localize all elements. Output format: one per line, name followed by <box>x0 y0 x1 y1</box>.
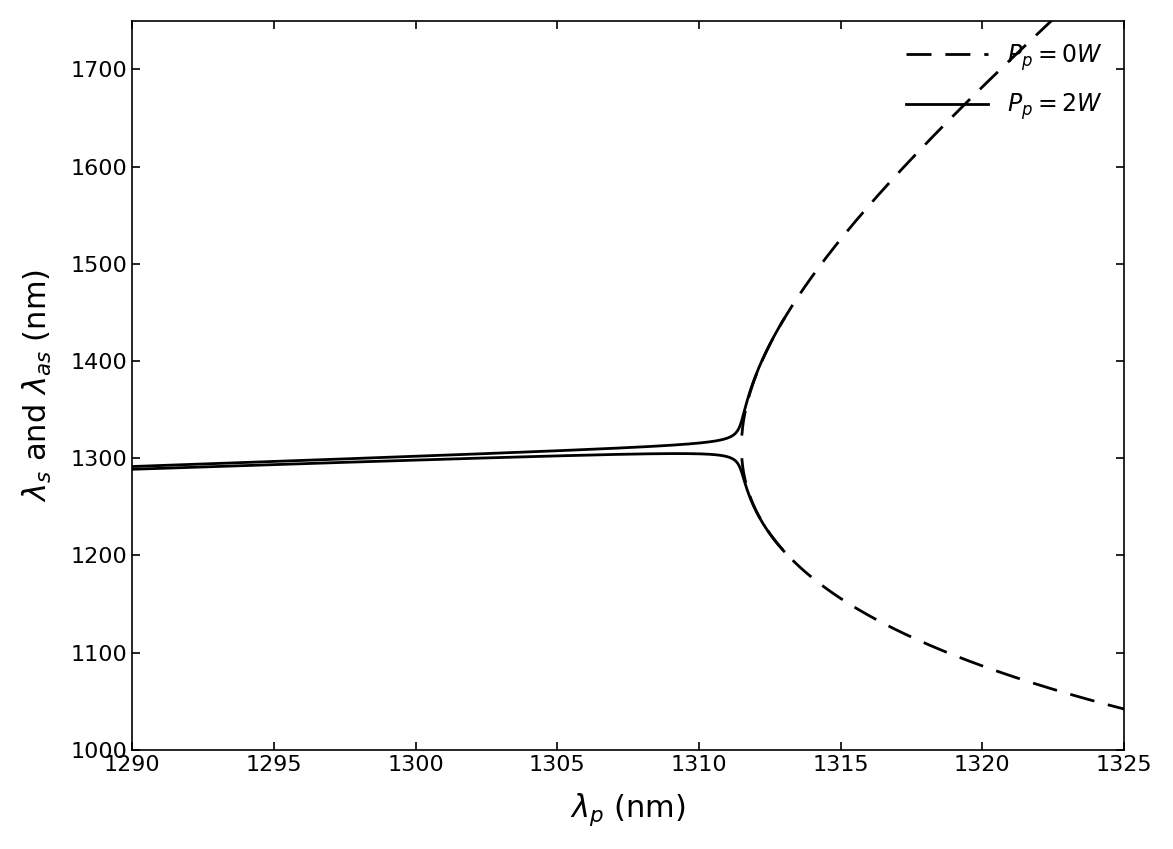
Legend: $P_p=0W$, $P_p=2W$: $P_p=0W$, $P_p=2W$ <box>896 32 1112 132</box>
Y-axis label: $\lambda_s$ and $\lambda_{as}$ (nm): $\lambda_s$ and $\lambda_{as}$ (nm) <box>21 269 54 502</box>
X-axis label: $\lambda_p$ (nm): $\lambda_p$ (nm) <box>570 791 686 828</box>
